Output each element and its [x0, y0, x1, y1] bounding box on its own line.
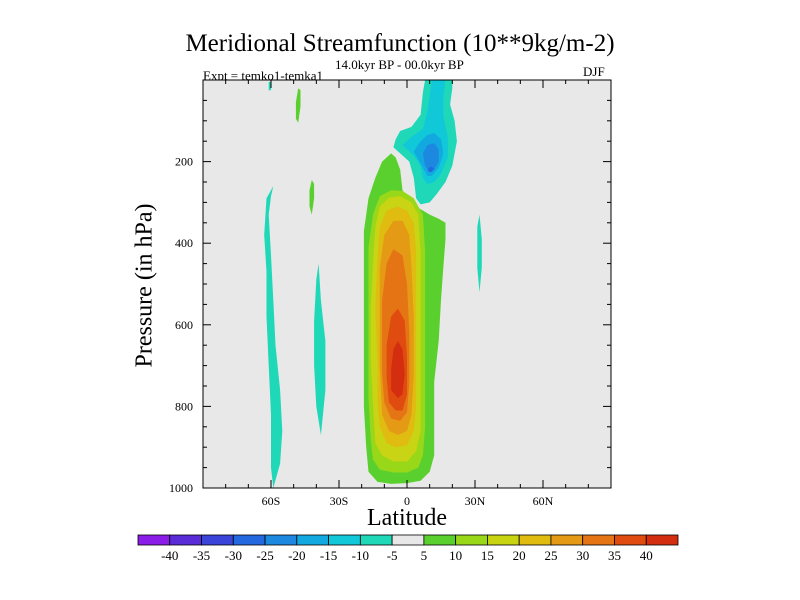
- contour-cell-nh-weak: [477, 214, 482, 293]
- colorbar-swatch: [296, 534, 329, 546]
- colorbar-label: -40: [161, 548, 178, 563]
- colorbar-swatch: [518, 534, 552, 546]
- colorbar: -40 -35 -30 -25 -20 -15 -10 -5 5 10 15 20 25 30 35 40: [137, 534, 679, 563]
- colorbar-label: 40: [640, 548, 653, 563]
- chart-subtitle-left: Expt = temko1-temka1: [203, 68, 323, 83]
- chart-subtitle-center: 14.0kyr BP - 00.0kyr BP: [335, 57, 464, 72]
- colorbar-label: 5: [421, 548, 428, 563]
- x-tick-label: 0: [404, 494, 410, 508]
- contour-cell-sh-thin: [314, 263, 326, 435]
- colorbar-swatch: [264, 534, 298, 546]
- chart-title: Meridional Streamfunction (10**9kg/m-2): [185, 30, 615, 57]
- colorbar-label: -15: [320, 548, 337, 563]
- colorbar-label: 15: [481, 548, 494, 563]
- colorbar-label: -10: [352, 548, 369, 563]
- x-tick-label: 60S: [262, 494, 281, 508]
- colorbar-swatch: [645, 534, 679, 546]
- x-tick-label: 30S: [330, 494, 349, 508]
- y-tick-label: 200: [175, 155, 193, 169]
- colorbar-swatch: [328, 534, 361, 546]
- colorbar-swatch: [423, 534, 457, 546]
- contour-trop-40: [391, 341, 405, 399]
- colorbar-swatch: [137, 534, 171, 546]
- colorbar-label: 25: [544, 548, 557, 563]
- contour-nh-upper-minus20: [422, 143, 439, 172]
- x-axis-label: Latitude: [367, 505, 447, 531]
- chart-subtitle-right: DJF: [583, 64, 605, 79]
- contour-layer: [264, 80, 482, 488]
- y-tick-label: 1000: [169, 481, 193, 495]
- contour-streak-sh-upper: [309, 180, 315, 215]
- y-tick-label: 800: [175, 399, 193, 413]
- colorbar-swatch: [201, 534, 234, 546]
- colorbar-swatch: [582, 534, 615, 546]
- colorbar-label: -35: [193, 548, 210, 563]
- colorbar-label: -5: [387, 548, 398, 563]
- colorbar-label: -20: [288, 548, 305, 563]
- colorbar-swatch: [359, 534, 393, 546]
- colorbar-label: 35: [608, 548, 621, 563]
- colorbar-swatch: [614, 534, 647, 546]
- colorbar-swatch: [232, 534, 266, 546]
- x-tick-label: 60N: [533, 494, 554, 508]
- y-tick-label: 600: [175, 318, 193, 332]
- colorbar-swatch: [487, 534, 520, 546]
- colorbar-swatch: [169, 534, 202, 546]
- colorbar-label: 20: [513, 548, 526, 563]
- axis-ticks: 60S 30S 0 30N 60N 200 400 600 800 1000: [169, 80, 611, 508]
- colorbar-swatch: [391, 534, 425, 546]
- y-tick-label: 400: [175, 236, 193, 250]
- x-tick-label: 30N: [465, 494, 486, 508]
- colorbar-label: 30: [576, 548, 589, 563]
- colorbar-label: 10: [449, 548, 462, 563]
- colorbar-label: -25: [256, 548, 273, 563]
- contour-streak-top-green: [295, 88, 301, 123]
- contour-nh-upper-minus25: [427, 166, 435, 173]
- colorbar-swatch: [455, 534, 488, 546]
- contour-streak-top-cyan: [268, 82, 271, 91]
- colorbar-swatch: [550, 534, 584, 546]
- contour-cell-sh-midlat: [264, 186, 283, 488]
- colorbar-label: -30: [225, 548, 242, 563]
